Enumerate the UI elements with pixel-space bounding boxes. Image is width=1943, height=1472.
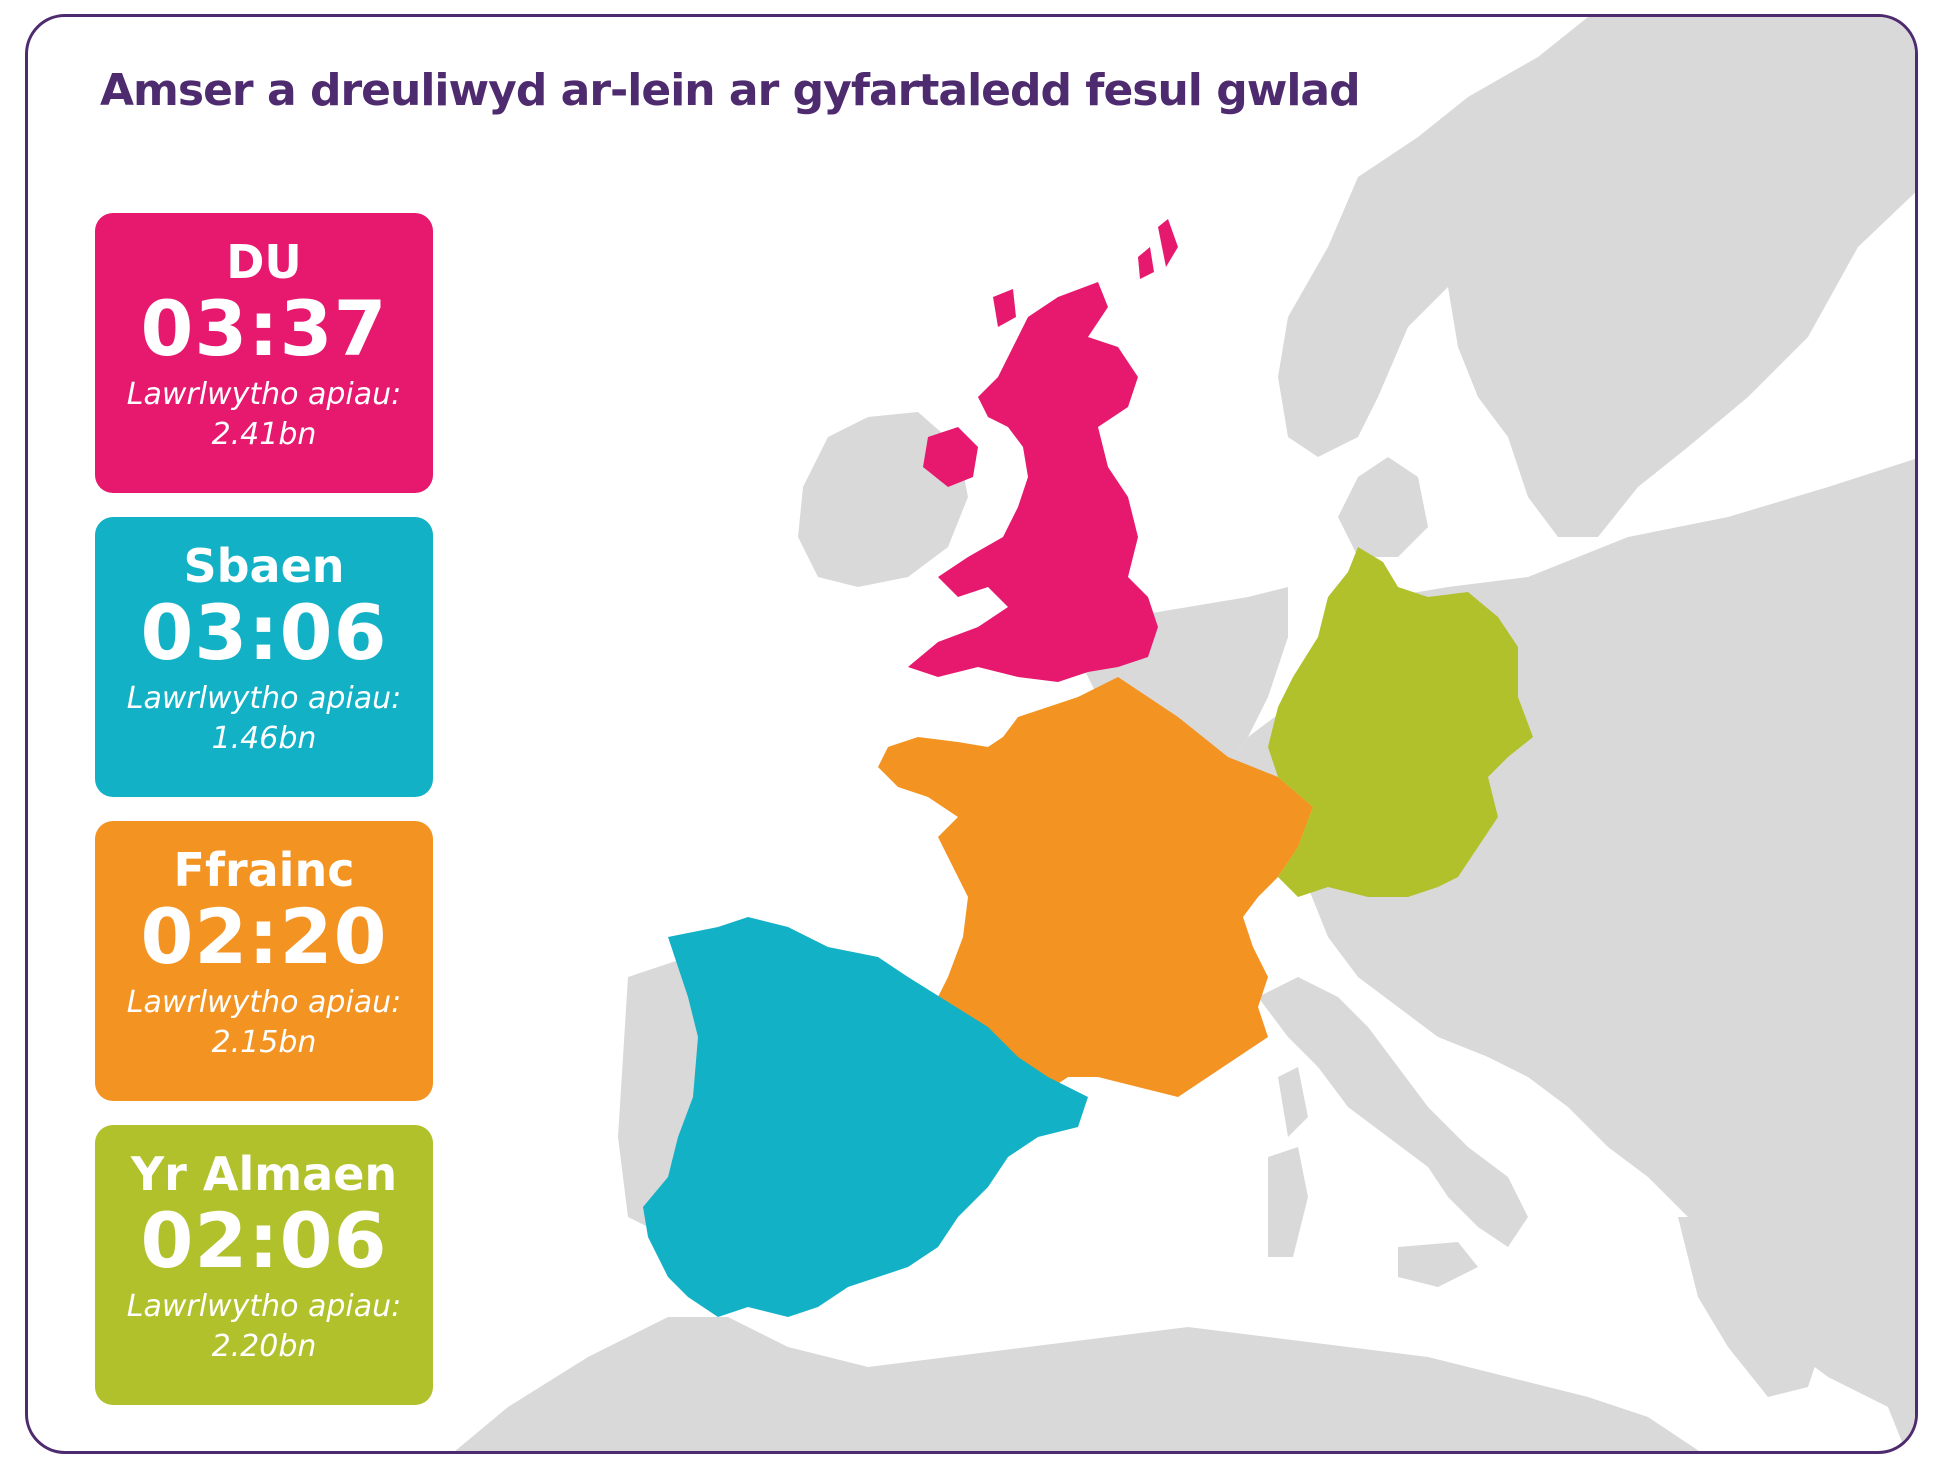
time-online: 02:20 xyxy=(140,892,388,981)
time-online: 03:06 xyxy=(140,588,388,677)
map-country-uk-islands xyxy=(993,219,1178,327)
country-name: Yr Almaen xyxy=(130,1147,398,1201)
map-country-germany xyxy=(1268,547,1533,897)
stat-card-germany: Yr Almaen 02:06 Lawrlwytho apiau: 2.20bn xyxy=(95,1125,433,1405)
downloads-label: Lawrlwytho apiau: xyxy=(126,681,402,716)
map-land-corsica xyxy=(1278,1067,1308,1137)
time-online: 03:37 xyxy=(140,284,388,373)
country-name: Sbaen xyxy=(183,539,345,593)
country-name: Ffrainc xyxy=(173,843,355,897)
europe-map xyxy=(455,17,1915,1451)
downloads-label: Lawrlwytho apiau: xyxy=(126,985,402,1020)
map-country-spain xyxy=(643,917,1088,1317)
map-country-uk xyxy=(908,282,1158,682)
map-land-sicily xyxy=(1398,1242,1478,1287)
map-land-sardinia xyxy=(1268,1147,1308,1257)
downloads-label: Lawrlwytho apiau: xyxy=(126,1289,402,1324)
infographic-frame: Amser a dreuliwyd ar-lein ar gyfartaledd… xyxy=(25,14,1918,1454)
map-land-scandinavia xyxy=(1278,17,1915,537)
downloads-value: 2.15bn xyxy=(211,1025,317,1060)
map-country-uk-ni xyxy=(923,427,978,487)
downloads-value: 1.46bn xyxy=(211,721,317,756)
country-name: DU xyxy=(226,235,302,289)
stat-card-france: Ffrainc 02:20 Lawrlwytho apiau: 2.15bn xyxy=(95,821,433,1101)
time-online: 02:06 xyxy=(140,1196,388,1285)
map-land-greece xyxy=(1678,1217,1828,1397)
map-land-africa xyxy=(455,1317,1699,1451)
map-country-france xyxy=(878,677,1313,1097)
page-title: Amser a dreuliwyd ar-lein ar gyfartaledd… xyxy=(100,65,1361,116)
map-land-denmark xyxy=(1338,457,1428,557)
downloads-value: 2.20bn xyxy=(211,1329,317,1364)
downloads-value: 2.41bn xyxy=(211,417,317,452)
stat-card-spain: Sbaen 03:06 Lawrlwytho apiau: 1.46bn xyxy=(95,517,433,797)
map-land-italy xyxy=(1258,977,1528,1247)
downloads-label: Lawrlwytho apiau: xyxy=(126,377,402,412)
stat-card-uk: DU 03:37 Lawrlwytho apiau: 2.41bn xyxy=(95,213,433,493)
